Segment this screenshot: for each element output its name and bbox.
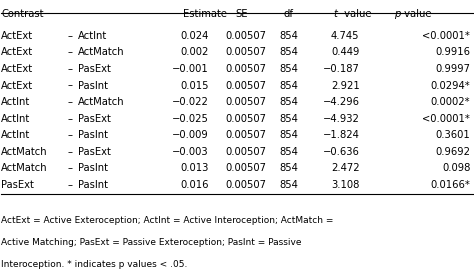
Text: –: –	[68, 130, 73, 140]
Text: −0.009: −0.009	[172, 130, 209, 140]
Text: 2.472: 2.472	[331, 164, 359, 173]
Text: −1.824: −1.824	[323, 130, 359, 140]
Text: 3.108: 3.108	[331, 180, 359, 190]
Text: 0.449: 0.449	[331, 47, 359, 57]
Text: ActMatch: ActMatch	[78, 47, 125, 57]
Text: ActInt: ActInt	[1, 130, 31, 140]
Text: PasInt: PasInt	[78, 130, 108, 140]
Text: df: df	[284, 10, 294, 19]
Text: −0.022: −0.022	[172, 97, 209, 107]
Text: 4.745: 4.745	[331, 31, 359, 41]
Text: 854: 854	[279, 164, 298, 173]
Text: 854: 854	[279, 31, 298, 41]
Text: 854: 854	[279, 147, 298, 157]
Text: 0.00507: 0.00507	[225, 31, 266, 41]
Text: <0.0001*: <0.0001*	[422, 114, 470, 124]
Text: 2.921: 2.921	[331, 81, 359, 91]
Text: ActMatch: ActMatch	[1, 147, 48, 157]
Text: 0.00507: 0.00507	[225, 130, 266, 140]
Text: <0.0001*: <0.0001*	[422, 31, 470, 41]
Text: 0.098: 0.098	[442, 164, 470, 173]
Text: t: t	[334, 10, 337, 19]
Text: 0.00507: 0.00507	[225, 81, 266, 91]
Text: −0.003: −0.003	[172, 147, 209, 157]
Text: 854: 854	[279, 81, 298, 91]
Text: 854: 854	[279, 130, 298, 140]
Text: PasExt: PasExt	[78, 114, 111, 124]
Text: –: –	[68, 97, 73, 107]
Text: PasExt: PasExt	[78, 64, 111, 74]
Text: 854: 854	[279, 97, 298, 107]
Text: ActMatch: ActMatch	[1, 164, 48, 173]
Text: ActInt: ActInt	[78, 31, 108, 41]
Text: 0.9997: 0.9997	[435, 64, 470, 74]
Text: 0.00507: 0.00507	[225, 97, 266, 107]
Text: PasExt: PasExt	[1, 180, 34, 190]
Text: –: –	[68, 164, 73, 173]
Text: 854: 854	[279, 47, 298, 57]
Text: 0.00507: 0.00507	[225, 64, 266, 74]
Text: 0.013: 0.013	[180, 164, 209, 173]
Text: 0.0002*: 0.0002*	[431, 97, 470, 107]
Text: –: –	[68, 81, 73, 91]
Text: −0.025: −0.025	[172, 114, 209, 124]
Text: Contrast: Contrast	[1, 10, 44, 19]
Text: SE: SE	[236, 10, 248, 19]
Text: PasInt: PasInt	[78, 180, 108, 190]
Text: ActMatch: ActMatch	[78, 97, 125, 107]
Text: ActInt: ActInt	[1, 97, 31, 107]
Text: −4.296: −4.296	[322, 97, 359, 107]
Text: –: –	[68, 64, 73, 74]
Text: –: –	[68, 47, 73, 57]
Text: ActExt: ActExt	[1, 64, 34, 74]
Text: −0.636: −0.636	[323, 147, 359, 157]
Text: PasInt: PasInt	[78, 81, 108, 91]
Text: 0.0294*: 0.0294*	[430, 81, 470, 91]
Text: 0.3601: 0.3601	[436, 130, 470, 140]
Text: 0.00507: 0.00507	[225, 164, 266, 173]
Text: value: value	[401, 10, 432, 19]
Text: −0.187: −0.187	[323, 64, 359, 74]
Text: Active Matching; PasExt = Passive Exteroception; PasInt = Passive: Active Matching; PasExt = Passive Extero…	[1, 238, 302, 247]
Text: 0.016: 0.016	[180, 180, 209, 190]
Text: –: –	[68, 114, 73, 124]
Text: –: –	[68, 147, 73, 157]
Text: 0.00507: 0.00507	[225, 114, 266, 124]
Text: Interoception. * indicates p values < .05.: Interoception. * indicates p values < .0…	[1, 260, 188, 269]
Text: −4.932: −4.932	[323, 114, 359, 124]
Text: ActExt = Active Exteroception; ActInt = Active Interoception; ActMatch =: ActExt = Active Exteroception; ActInt = …	[1, 216, 334, 225]
Text: 0.024: 0.024	[180, 31, 209, 41]
Text: −0.001: −0.001	[172, 64, 209, 74]
Text: ActExt: ActExt	[1, 31, 34, 41]
Text: –: –	[68, 31, 73, 41]
Text: –: –	[68, 180, 73, 190]
Text: 854: 854	[279, 64, 298, 74]
Text: ActInt: ActInt	[1, 114, 31, 124]
Text: 0.00507: 0.00507	[225, 47, 266, 57]
Text: 854: 854	[279, 180, 298, 190]
Text: 0.9692: 0.9692	[435, 147, 470, 157]
Text: 0.9916: 0.9916	[435, 47, 470, 57]
Text: value: value	[341, 10, 372, 19]
Text: PasExt: PasExt	[78, 147, 111, 157]
Text: 0.0166*: 0.0166*	[430, 180, 470, 190]
Text: 0.015: 0.015	[180, 81, 209, 91]
Text: 0.002: 0.002	[180, 47, 209, 57]
Text: ActExt: ActExt	[1, 81, 34, 91]
Text: Estimate: Estimate	[183, 10, 227, 19]
Text: 0.00507: 0.00507	[225, 147, 266, 157]
Text: 854: 854	[279, 114, 298, 124]
Text: 0.00507: 0.00507	[225, 180, 266, 190]
Text: p: p	[394, 10, 401, 19]
Text: ActExt: ActExt	[1, 47, 34, 57]
Text: PasInt: PasInt	[78, 164, 108, 173]
